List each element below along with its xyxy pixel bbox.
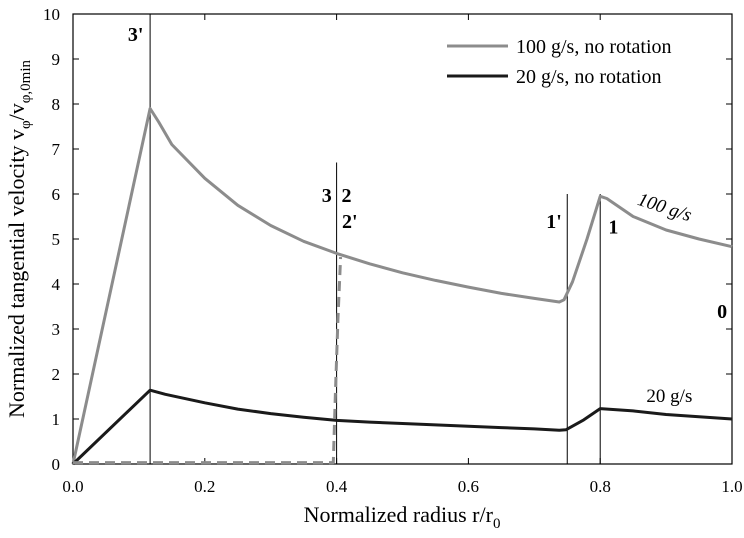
y-tick-label: 10 (43, 5, 60, 24)
y-tick-label: 5 (52, 230, 61, 249)
annotation-label: 0 (717, 301, 727, 323)
annotation-label: 2' (342, 211, 358, 233)
x-tick-label: 0.4 (326, 477, 348, 496)
y-tick-label: 6 (52, 185, 61, 204)
y-tick-label: 3 (52, 320, 61, 339)
y-tick-label: 1 (52, 410, 61, 429)
y-tick-label: 2 (52, 365, 61, 384)
annotation-label: 1' (546, 211, 562, 233)
y-tick-label: 8 (52, 95, 61, 114)
x-tick-label: 1.0 (721, 477, 742, 496)
series-lines (71, 107, 733, 466)
x-tick-label: 0.6 (458, 477, 479, 496)
annotation-label: 20 g/s (646, 386, 692, 407)
annotation-label: 1 (608, 217, 618, 239)
series-line-0 (71, 107, 733, 465)
x-tick-label: 0.8 (590, 477, 611, 496)
y-tick-label: 0 (52, 455, 61, 474)
y-axis-label: Normalized tangential velocity vφ/vφ,0mi… (4, 60, 34, 419)
series-line-dashed (73, 256, 343, 465)
x-tick-label: 0.0 (62, 477, 83, 496)
annotation-label: 3' (128, 24, 144, 46)
annotation-label: 2 (341, 185, 351, 207)
y-tick-label: 4 (52, 275, 61, 294)
y-tick-label: 9 (52, 50, 61, 69)
legend-label-20: 20 g/s, no rotation (516, 66, 662, 88)
legend: 100 g/s, no rotation 20 g/s, no rotation (447, 36, 672, 88)
legend-label-100: 100 g/s, no rotation (516, 36, 672, 58)
y-tick-label: 7 (52, 140, 61, 159)
x-axis-label: Normalized radius r/r0 (304, 502, 501, 532)
x-tick-label: 0.2 (194, 477, 215, 496)
annotation-label: 3 (322, 185, 332, 207)
series-line-1 (71, 388, 733, 466)
